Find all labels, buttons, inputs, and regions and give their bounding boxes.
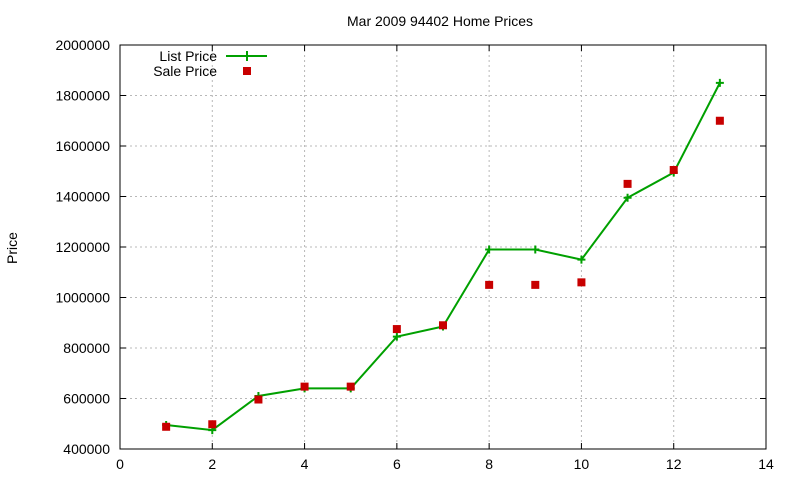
sale-price-point (162, 422, 171, 431)
y-tick-label: 1400000 (55, 189, 110, 205)
y-tick-label: 2000000 (55, 37, 110, 53)
y-tick-label: 800000 (63, 340, 110, 356)
x-tick-label: 0 (116, 456, 124, 472)
sale-price-point (669, 165, 678, 174)
list-price-point (531, 245, 540, 254)
x-tick-label: 10 (574, 456, 590, 472)
sale-price-point (439, 321, 447, 330)
list-price-point (577, 255, 586, 264)
y-tick-label: 1200000 (55, 239, 110, 255)
y-tick-label: 1800000 (55, 88, 110, 104)
sale-price-point (485, 280, 494, 289)
legend-marker-sale-price (243, 67, 251, 75)
sale-price-point (208, 420, 217, 429)
x-tick-label: 6 (393, 456, 401, 472)
sale-price-point (531, 280, 540, 289)
series-layer (162, 78, 724, 435)
list-price-point (623, 193, 632, 202)
list-price-point (485, 245, 494, 254)
y-tick-label: 1000000 (55, 290, 110, 306)
legend: List Price Sale Price (153, 48, 267, 79)
x-tick-label: 12 (666, 456, 682, 472)
sale-price-point (346, 382, 355, 391)
sale-price-point (300, 382, 309, 391)
axis-label-layer: 0 2 4 6 8 10 12 14 400000 600000 800000 1000000 1200… (55, 37, 774, 472)
sale-price-point (715, 116, 724, 125)
sale-price-point (577, 278, 586, 287)
y-tick-label: 400000 (63, 441, 110, 457)
sale-price-point (254, 395, 263, 404)
y-tick-label: 600000 (63, 391, 110, 407)
x-tick-label: 4 (301, 456, 309, 472)
legend-label-list-price: List Price (159, 48, 217, 64)
sale-price-point (392, 325, 401, 334)
y-axis-label: Price (4, 232, 20, 264)
list-price-point (715, 78, 724, 87)
y-tick-label: 1600000 (55, 138, 110, 154)
plot-frame (119, 44, 767, 450)
x-tick-label: 14 (758, 456, 774, 472)
x-tick-label: 2 (208, 456, 216, 472)
chart-title: Mar 2009 94402 Home Prices (347, 13, 533, 29)
list-price-point (392, 332, 401, 341)
legend-marker-list-price (242, 51, 252, 61)
legend-label-sale-price: Sale Price (153, 63, 217, 79)
x-tick-label: 8 (485, 456, 493, 472)
sale-price-point (623, 179, 632, 188)
